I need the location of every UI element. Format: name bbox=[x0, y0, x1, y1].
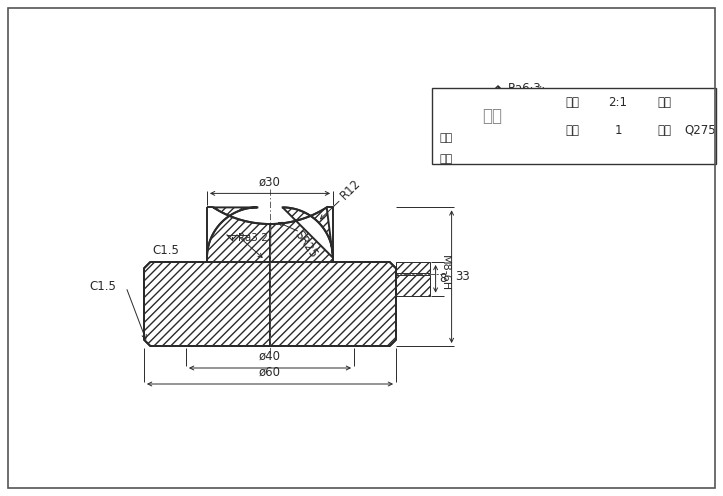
Text: 数量: 数量 bbox=[565, 124, 579, 136]
Polygon shape bbox=[396, 262, 429, 272]
Text: (√): (√) bbox=[528, 87, 548, 101]
Bar bbox=[432, 88, 716, 164]
Text: 材料: 材料 bbox=[657, 124, 671, 136]
Text: 绞杠: 绞杠 bbox=[482, 107, 502, 125]
Text: 制图: 制图 bbox=[440, 133, 453, 143]
Polygon shape bbox=[396, 275, 429, 296]
Text: M8-6H: M8-6H bbox=[440, 255, 450, 291]
Text: C1.5: C1.5 bbox=[89, 281, 116, 294]
Text: R12: R12 bbox=[338, 177, 364, 202]
Text: SR25: SR25 bbox=[292, 228, 320, 260]
Text: Q275: Q275 bbox=[684, 124, 716, 136]
Text: ø60: ø60 bbox=[259, 366, 281, 379]
Text: Ra6.3: Ra6.3 bbox=[508, 82, 542, 96]
Text: 等号: 等号 bbox=[657, 96, 671, 109]
Text: 比例: 比例 bbox=[565, 96, 579, 109]
Polygon shape bbox=[270, 207, 333, 262]
Polygon shape bbox=[144, 262, 270, 346]
Text: 2:1: 2:1 bbox=[609, 96, 628, 109]
Text: 1: 1 bbox=[615, 124, 622, 136]
Text: ø40: ø40 bbox=[259, 350, 281, 363]
Polygon shape bbox=[270, 262, 396, 346]
Text: 审核: 审核 bbox=[440, 154, 453, 164]
Text: ø30: ø30 bbox=[259, 176, 281, 188]
Text: Ra3.2: Ra3.2 bbox=[238, 233, 268, 243]
Text: C1.5: C1.5 bbox=[153, 244, 179, 257]
Text: 8: 8 bbox=[440, 272, 447, 285]
Text: 33: 33 bbox=[455, 270, 471, 283]
Polygon shape bbox=[207, 207, 270, 262]
